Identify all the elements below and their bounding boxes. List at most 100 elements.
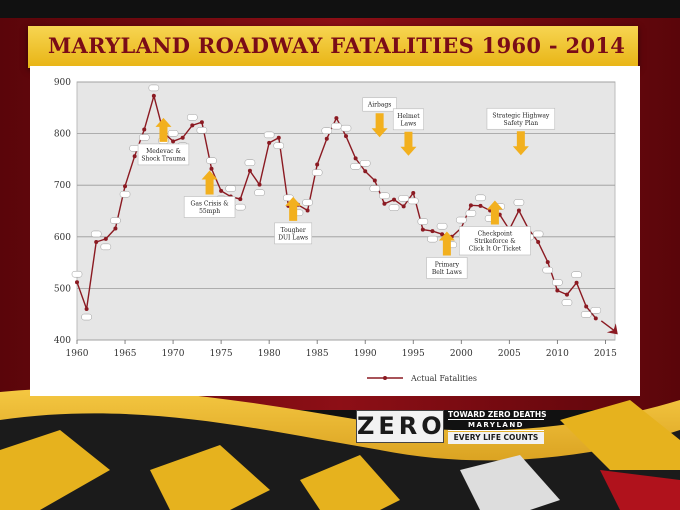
title-bar: [28, 26, 638, 68]
annotation-label: Click It Or Ticket: [469, 245, 522, 252]
annotation-arrow: [486, 200, 503, 225]
x-tick-label: 2005: [498, 349, 521, 359]
data-value-tag: [321, 127, 333, 135]
data-value-tag: [206, 157, 217, 164]
data-value-tag: [302, 199, 313, 206]
legend-swatch-point: [383, 376, 387, 380]
data-point: [440, 232, 445, 237]
annotation-arrow: [438, 231, 455, 256]
x-tick-label: 2015: [594, 349, 617, 359]
annotation-arrow: [201, 170, 218, 195]
data-value-tag: [100, 243, 112, 251]
data-value-tag: [456, 216, 467, 224]
data-point: [564, 292, 569, 297]
y-tick-label: 700: [54, 181, 71, 191]
data-point: [267, 140, 272, 145]
annotation-arrow: [512, 131, 529, 156]
annotation-label: Primary: [435, 261, 460, 268]
data-point: [468, 203, 473, 208]
data-value-tag: [225, 185, 236, 192]
data-value-tag: [552, 279, 563, 286]
data-point: [353, 156, 358, 161]
logo-tagline: TOWARD ZERO DEATHS: [448, 410, 547, 419]
annotation-label: Belt Laws: [432, 269, 462, 276]
data-point: [593, 316, 598, 321]
data-point: [142, 127, 147, 132]
data-point: [516, 208, 521, 213]
data-point: [103, 236, 108, 241]
data-value-tag: [417, 218, 429, 225]
data-point: [84, 307, 89, 312]
data-point: [113, 226, 118, 231]
data-value-tag: [532, 230, 544, 238]
data-point: [584, 304, 589, 309]
annotation-label: Checkpoint: [478, 230, 513, 237]
y-tick-label: 400: [54, 336, 71, 346]
x-tick-label: 1980: [258, 349, 281, 359]
annotation-label: Strategic Highway: [492, 112, 550, 119]
data-point: [219, 188, 224, 193]
annotation-box: [426, 257, 468, 279]
data-point: [180, 135, 185, 140]
annotation-label: Tougher: [281, 227, 306, 234]
annotation-label: DUI Laws: [278, 234, 308, 241]
data-value-tag: [119, 190, 131, 198]
data-point: [132, 154, 137, 159]
data-value-tag: [187, 114, 198, 121]
x-tick-label: 1985: [306, 349, 329, 359]
data-point: [555, 288, 560, 293]
data-point: [209, 166, 214, 171]
annotation-label: 55mph: [199, 208, 220, 215]
data-value-tag: [427, 235, 438, 243]
data-value-tag: [71, 270, 83, 278]
data-value-tag: [388, 204, 400, 211]
data-point: [257, 182, 262, 187]
x-tick-label: 2010: [546, 349, 569, 359]
data-value-tag: [379, 192, 390, 200]
annotation-label: Helmet: [397, 113, 420, 120]
annotation-box: [486, 107, 556, 130]
data-value-tag: [196, 126, 208, 134]
data-point: [574, 280, 579, 285]
x-tick-label: 1970: [162, 349, 185, 359]
x-tick-label: 1975: [210, 349, 233, 359]
annotation-arrow: [285, 196, 302, 221]
data-value-tag: [408, 197, 419, 205]
data-point: [382, 201, 387, 206]
data-value-tag: [359, 160, 371, 167]
zero-deaths-logo: ZERO TOWARD ZERO DEATHS MARYLAND EVERY L…: [356, 410, 547, 444]
annotation-label: Shock Trauma: [141, 155, 185, 162]
data-value-tag: [90, 230, 102, 238]
data-point: [363, 169, 368, 174]
x-tick-label: 1965: [114, 349, 137, 359]
data-point: [324, 136, 329, 141]
data-value-tag: [590, 307, 602, 314]
data-point: [276, 135, 281, 140]
data-value-tag: [263, 131, 275, 139]
data-value-tag: [167, 130, 179, 137]
data-value-tag: [465, 210, 477, 217]
data-point: [478, 203, 483, 208]
data-value-tag: [340, 124, 352, 132]
data-point: [75, 280, 79, 285]
data-point: [171, 139, 176, 144]
annotation-box: [392, 108, 424, 131]
data-value-tag: [273, 142, 284, 149]
annotation-box: [274, 222, 313, 245]
logo-text-block: TOWARD ZERO DEATHS MARYLAND EVERY LIFE C…: [448, 410, 547, 444]
annotation-label: Gas Crisis &: [191, 201, 230, 208]
annotation-arrow: [371, 113, 388, 138]
data-value-tag: [311, 169, 323, 176]
data-point: [315, 162, 320, 167]
data-value-tag: [475, 194, 486, 202]
annotation-box: [459, 226, 531, 256]
data-value-tag: [542, 266, 553, 274]
annotation-label: Strikeforce &: [474, 238, 516, 245]
y-tick-label: 500: [54, 284, 71, 294]
x-tick-label: 1995: [402, 349, 425, 359]
x-tick-label: 1960: [66, 349, 89, 359]
logo-zero-wordmark: ZERO: [356, 410, 444, 443]
line-chart: 400 500 600 700 800 900 1960 1965 1970 1975 1980 19…: [54, 78, 618, 383]
data-value-tag: [561, 299, 573, 306]
x-tick-label: 2000: [450, 349, 473, 359]
